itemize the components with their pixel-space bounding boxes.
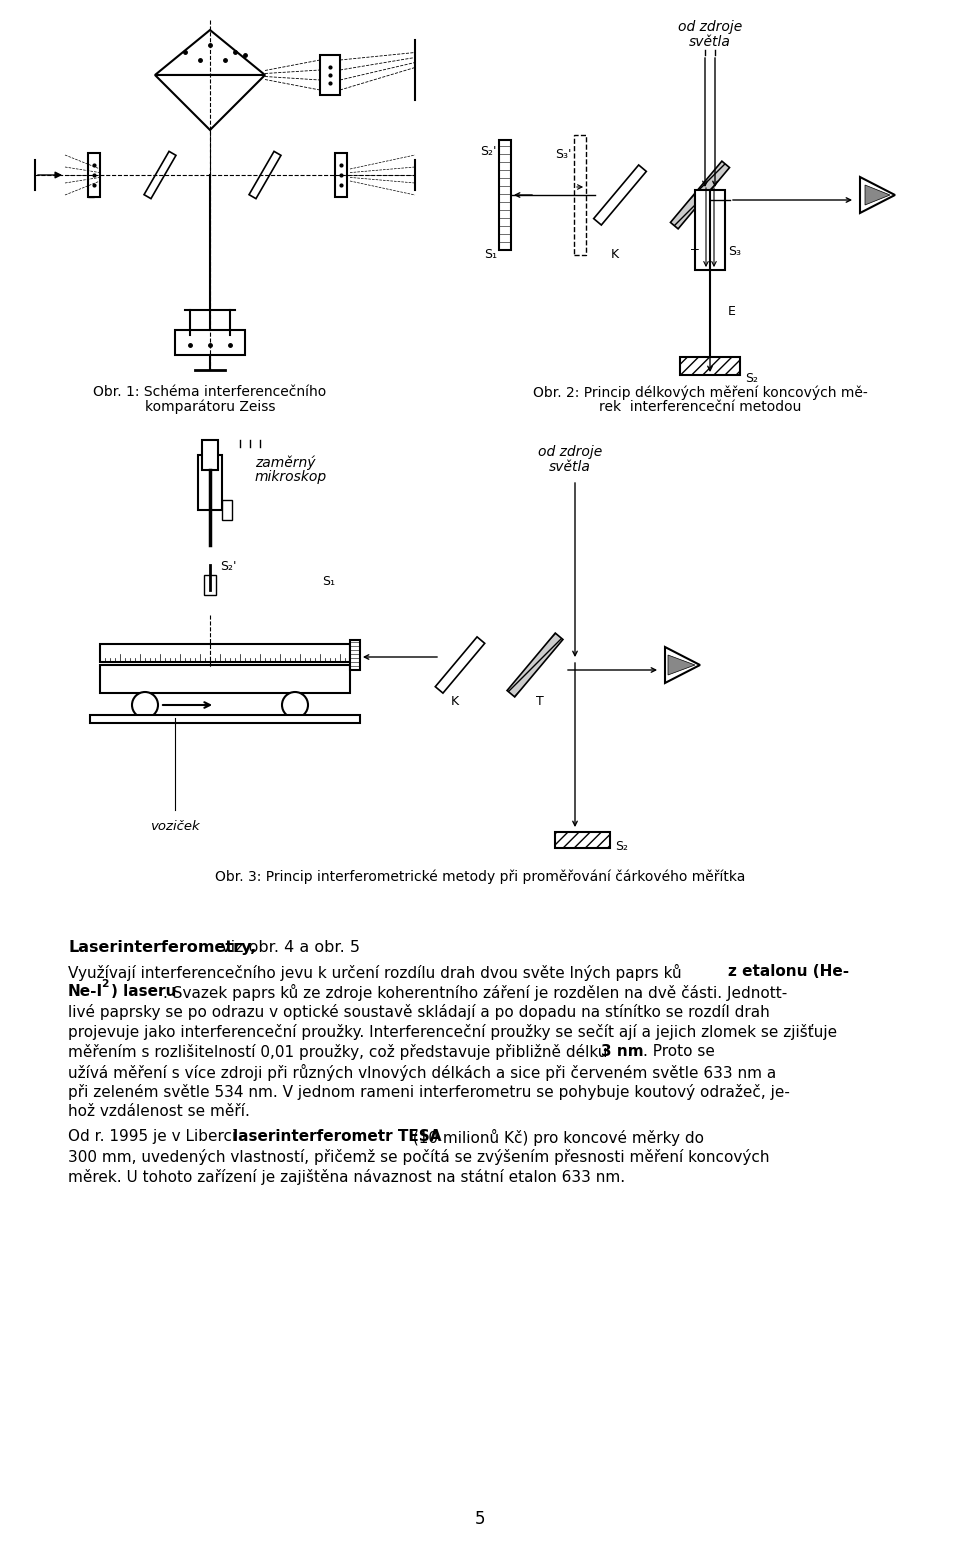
Bar (499, 141, 511, 250)
Text: Využívají interferencečního jevu k určení rozdílu drah dvou světe lných paprs ků: Využívají interferencečního jevu k určen… (68, 963, 686, 980)
Text: komparátoru Zeiss: komparátoru Zeiss (145, 400, 276, 414)
Text: z etalonu (He-: z etalonu (He- (728, 963, 850, 979)
Text: měrek. U tohoto zařízení je zajištěna návaznost na státní etalon 633 nm.: měrek. U tohoto zařízení je zajištěna ná… (68, 1169, 625, 1184)
Text: světla: světla (549, 460, 591, 474)
Polygon shape (860, 178, 895, 213)
Text: laserinterferometr TESA: laserinterferometr TESA (233, 1129, 442, 1144)
Text: S₃': S₃' (556, 148, 572, 161)
Text: při zeleném světle 534 nm. V jednom rameni interferometru se pohybuje koutový od: při zeleném světle 534 nm. V jednom rame… (68, 1084, 790, 1099)
Bar (175, 330, 245, 355)
Bar (198, 455, 222, 510)
Text: mikroskop: mikroskop (255, 469, 327, 483)
Text: S₁: S₁ (322, 574, 335, 588)
Text: S₃: S₃ (728, 245, 741, 258)
Bar (320, 56, 340, 96)
Bar (695, 190, 725, 270)
Polygon shape (593, 165, 646, 225)
Text: světla: světla (689, 36, 731, 49)
Text: S₁: S₁ (484, 249, 497, 261)
Text: Obr. 1: Schéma interferencečního: Obr. 1: Schéma interferencečního (93, 384, 326, 398)
Text: . Svazek paprs ků ze zdroje koherentního záření je rozdělen na dvě části. Jednot: . Svazek paprs ků ze zdroje koherentního… (163, 984, 787, 1001)
Polygon shape (144, 151, 176, 199)
Text: od zdroje: od zdroje (678, 20, 742, 34)
Text: Obr. 2: Princip délkových měření koncových mě-: Obr. 2: Princip délkových měření koncový… (533, 384, 868, 400)
Bar (680, 357, 740, 375)
Text: T: T (536, 695, 544, 709)
Polygon shape (670, 161, 730, 229)
Text: E: E (728, 306, 736, 318)
Text: Ne-I: Ne-I (68, 984, 103, 999)
Bar (88, 153, 100, 198)
Text: Laserinterferometry,: Laserinterferometry, (68, 940, 256, 956)
Text: Od r. 1995 je v Liberci: Od r. 1995 je v Liberci (68, 1129, 241, 1144)
Text: viz obr. 4 a obr. 5: viz obr. 4 a obr. 5 (216, 940, 360, 956)
Polygon shape (668, 655, 695, 675)
Text: rek  interferenceční metodou: rek interferenceční metodou (599, 400, 802, 414)
Bar (222, 500, 232, 520)
Text: měřením s rozlišitelností 0,01 proužky, což představuje přibližně délku: měřením s rozlišitelností 0,01 proužky, … (68, 1044, 612, 1061)
Text: . Proto se: . Proto se (643, 1044, 715, 1059)
Polygon shape (865, 185, 890, 205)
Bar (335, 153, 347, 198)
Text: od zdroje: od zdroje (538, 445, 602, 459)
Text: voziček: voziček (150, 820, 200, 834)
Text: 3 nm: 3 nm (601, 1044, 643, 1059)
Circle shape (282, 692, 308, 718)
Polygon shape (665, 647, 700, 682)
Text: Obr. 3: Princip interferometrické metody při proměřování čárkového měřítka: Obr. 3: Princip interferometrické metody… (215, 869, 745, 885)
Bar (555, 832, 610, 848)
Text: 300 mm, uvedených vlastností, přičemž se počítá se zvýšením přesnosti měření kon: 300 mm, uvedených vlastností, přičemž se… (68, 1149, 770, 1166)
Text: K: K (611, 249, 619, 261)
Text: K: K (451, 695, 459, 709)
Polygon shape (155, 76, 265, 130)
Text: zaměrný: zaměrný (255, 455, 316, 469)
Bar (100, 665, 350, 693)
Bar (100, 644, 350, 662)
Bar (90, 715, 360, 723)
Polygon shape (435, 636, 485, 693)
Polygon shape (88, 153, 94, 198)
Bar (204, 574, 216, 594)
Polygon shape (88, 153, 94, 198)
Text: (10 milionů Kč) pro koncové měrky do: (10 milionů Kč) pro koncové měrky do (408, 1129, 704, 1146)
Polygon shape (155, 29, 265, 76)
Text: livé paprsky se po odrazu v optické soustavě skládají a po dopadu na stínítko se: livé paprsky se po odrazu v optické sous… (68, 1004, 770, 1021)
Bar (574, 134, 586, 255)
Text: 5: 5 (475, 1510, 485, 1529)
Bar (350, 641, 360, 670)
Text: S₂: S₂ (745, 372, 758, 384)
Text: T: T (691, 249, 699, 261)
Circle shape (132, 692, 158, 718)
Text: S₂': S₂' (481, 145, 497, 157)
Text: užívá měření s více zdroji při různých vlnových délkách a sice při červeném svět: užívá měření s více zdroji při různých v… (68, 1064, 777, 1081)
Polygon shape (249, 151, 281, 199)
Polygon shape (507, 633, 563, 696)
Text: 2: 2 (101, 979, 108, 990)
Text: projevuje jako interferenceční proužky. Interferenceční proužky se sečít ají a j: projevuje jako interferenceční proužky. … (68, 1024, 837, 1041)
Text: ) laseru: ) laseru (111, 984, 177, 999)
Text: hož vzdálenost se měří.: hož vzdálenost se měří. (68, 1104, 250, 1119)
Polygon shape (88, 153, 94, 198)
Text: S₂': S₂' (220, 560, 236, 573)
Text: S₂: S₂ (615, 840, 628, 852)
Bar (202, 440, 218, 469)
